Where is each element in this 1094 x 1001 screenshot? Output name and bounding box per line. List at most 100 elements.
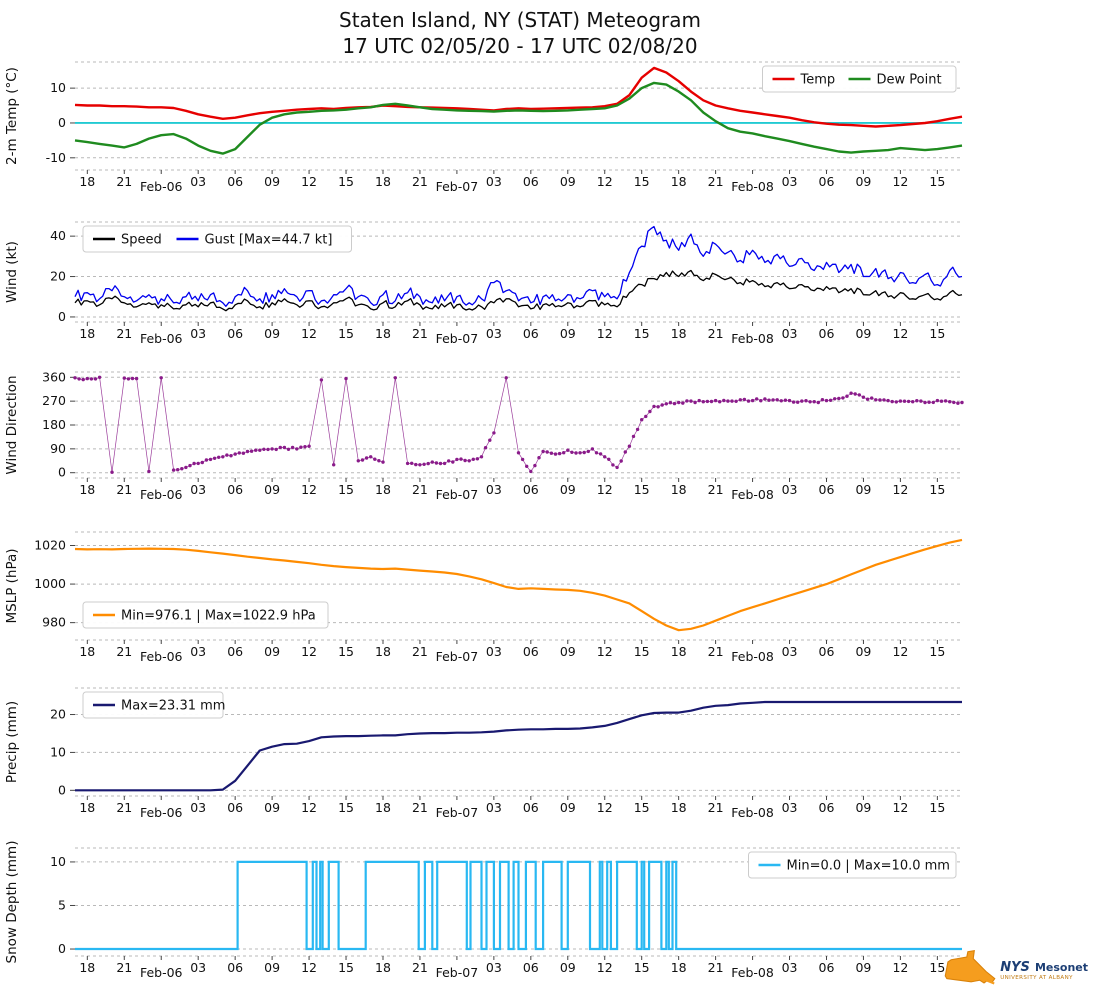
- wdir-dot: [249, 449, 254, 453]
- wdir-dot: [459, 457, 463, 461]
- x-tick-label: 15: [338, 800, 354, 815]
- x-tick-label: 12: [892, 174, 908, 189]
- x-tick-label: 06: [523, 174, 539, 189]
- temp-line-temp: [74, 66, 963, 128]
- wdir-dot: [640, 418, 644, 422]
- wdir-dot: [299, 445, 303, 449]
- wdir-dot: [545, 450, 549, 454]
- legend-box: [82, 225, 352, 253]
- x-tick-label: 18: [79, 644, 95, 659]
- x-tick-label: 09: [855, 326, 871, 341]
- wdir-dot: [516, 451, 521, 455]
- x-tick-label: Feb-08: [731, 331, 774, 346]
- x-tick-label: Feb-06: [140, 487, 183, 502]
- wdir-dot: [229, 454, 233, 458]
- y-tick-label: 360: [42, 369, 66, 384]
- wdir-dot: [541, 449, 545, 454]
- wdir-dot: [241, 451, 246, 455]
- wdir-dot: [381, 460, 385, 464]
- x-tick-label: 18: [79, 960, 95, 975]
- wdir-dot: [303, 445, 307, 449]
- y-tick-label: 0: [58, 941, 66, 956]
- x-tick-label: 15: [634, 960, 650, 975]
- x-tick-label: Feb-06: [140, 965, 183, 980]
- x-tick-label: 03: [782, 326, 798, 341]
- wdir-dot: [414, 462, 418, 467]
- wdir-dot: [418, 463, 422, 467]
- legend: Max=23.31 mm: [82, 691, 225, 719]
- y-tick-label: 180: [42, 417, 66, 432]
- wdir-dot: [763, 397, 767, 401]
- wdir-dot: [520, 457, 525, 462]
- x-tick-label: 06: [819, 644, 835, 659]
- x-tick-label: 09: [855, 644, 871, 659]
- wdir-dot: [796, 400, 800, 404]
- wdir-dot: [278, 445, 282, 450]
- wdir-dot: [147, 469, 151, 474]
- x-tick-label: 21: [116, 174, 132, 189]
- wdir-dot: [681, 401, 685, 405]
- x-tick-label: 18: [79, 482, 95, 497]
- x-tick-label: 15: [338, 482, 354, 497]
- wdir-dot: [93, 377, 98, 381]
- wdir-dot: [504, 376, 508, 380]
- x-tick-label: 21: [412, 960, 428, 975]
- x-tick-label: Feb-07: [436, 179, 479, 194]
- wdir-dot: [890, 399, 894, 404]
- wdir-dot: [705, 399, 710, 404]
- y-tick-label: 90: [50, 441, 66, 456]
- logo-nys-text: NYS: [1000, 960, 1030, 976]
- wdir-dot: [857, 393, 861, 397]
- wdir-dot: [927, 400, 931, 404]
- y-axis-label: 2-m Temp (°C): [4, 67, 20, 165]
- wdir-dot: [549, 451, 554, 455]
- legend-label: Min=0.0 | Max=10.0 mm: [787, 859, 950, 874]
- wdir-dot: [319, 378, 324, 382]
- wdir-dot: [631, 434, 636, 439]
- wdir-dot: [816, 400, 820, 405]
- wdir-dot: [603, 455, 607, 459]
- y-tick-label: 40: [50, 228, 66, 243]
- x-tick-label: 12: [597, 174, 613, 189]
- x-tick-label: 12: [892, 482, 908, 497]
- wdir-dot: [553, 452, 558, 456]
- wdir-dot: [455, 457, 459, 462]
- x-tick-label: 06: [523, 326, 539, 341]
- x-tick-label: 09: [560, 482, 576, 497]
- x-tick-label: 12: [301, 174, 317, 189]
- x-tick-label: Feb-07: [436, 331, 479, 346]
- x-tick-label: 03: [190, 482, 206, 497]
- legend: Min=0.0 | Max=10.0 mm: [748, 851, 957, 879]
- y-tick-label: 0: [58, 465, 66, 480]
- wdir-dot: [134, 376, 139, 381]
- x-tick-label: 09: [560, 800, 576, 815]
- wdir-dot: [196, 461, 200, 466]
- panel-wind: 0 20 40 18 21 Feb-06 03 06 09 12 15 18 21 Feb-07 03 06 0…: [4, 221, 963, 346]
- wdir-dot: [290, 445, 295, 450]
- x-tick-label: 15: [634, 326, 650, 341]
- x-tick-label: 03: [190, 644, 206, 659]
- x-tick-label: Feb-07: [436, 965, 479, 980]
- wdir-dot: [709, 399, 714, 404]
- wdir-dot: [590, 447, 595, 451]
- x-tick-label: 18: [671, 960, 687, 975]
- x-tick-label: Feb-07: [436, 487, 479, 502]
- y-tick-label: 10: [50, 744, 66, 759]
- wdir-dot: [274, 447, 278, 452]
- x-tick-label: 21: [708, 174, 724, 189]
- wdir-dot: [779, 399, 783, 403]
- x-tick-label: 21: [412, 644, 428, 659]
- wdir-dot: [808, 400, 812, 404]
- wdir-dot: [746, 399, 751, 403]
- x-tick-label: 15: [929, 644, 945, 659]
- x-tick-label: 21: [116, 800, 132, 815]
- y-tick-label: 10: [50, 854, 66, 869]
- wdir-dot: [623, 450, 627, 454]
- wdir-dot: [405, 461, 410, 466]
- wdir-dot: [483, 446, 488, 450]
- x-tick-label: 18: [79, 174, 95, 189]
- x-tick-label: 03: [190, 326, 206, 341]
- x-tick-label: 18: [671, 800, 687, 815]
- wdir-dot: [225, 453, 229, 457]
- wdir-dot: [664, 402, 668, 406]
